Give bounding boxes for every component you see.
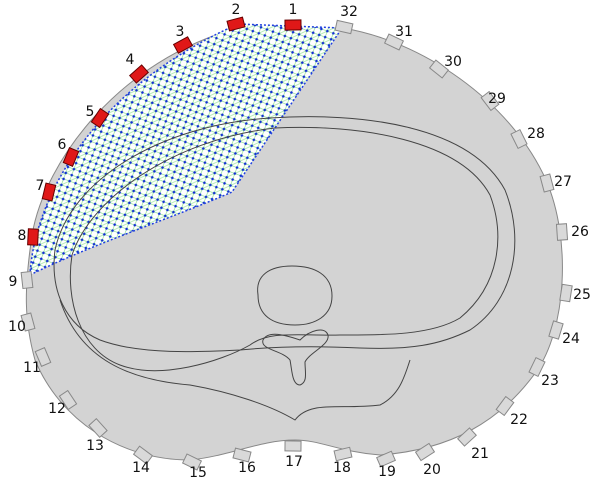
electrode-label: 14 <box>132 460 150 476</box>
electrode-label: 18 <box>333 460 351 476</box>
electrode-label: 24 <box>562 331 580 347</box>
electrode-label: 2 <box>232 2 241 18</box>
electrode-label: 30 <box>444 54 462 70</box>
electrode-label: 7 <box>36 178 45 194</box>
electrode-label: 29 <box>488 91 506 107</box>
electrode-label: 5 <box>86 104 95 120</box>
electrode-label: 20 <box>423 462 441 478</box>
electrode-label: 15 <box>189 465 207 481</box>
electrode-label: 23 <box>541 373 559 389</box>
diagram: 1234567891011121314151617181920212223242… <box>0 0 590 485</box>
electrode-label: 12 <box>48 401 66 417</box>
electrode-label: 26 <box>571 224 589 240</box>
electrode-label: 6 <box>58 137 67 153</box>
electrode <box>334 447 352 460</box>
electrode-label: 32 <box>340 4 358 20</box>
electrode-label: 27 <box>554 174 572 190</box>
electrode-label: 16 <box>238 460 256 476</box>
electrode <box>560 284 572 301</box>
electrode-label: 13 <box>86 438 104 454</box>
electrode-label: 28 <box>527 126 545 142</box>
electrode-label: 31 <box>395 24 413 40</box>
electrode-label: 11 <box>23 360 41 376</box>
electrode <box>285 441 301 451</box>
electrode-label: 19 <box>378 464 396 480</box>
electrode-label: 8 <box>18 228 27 244</box>
electrode-label: 22 <box>510 412 528 428</box>
electrode <box>21 271 33 288</box>
electrode-label: 25 <box>573 287 590 303</box>
electrode <box>556 224 567 241</box>
electrode-label: 21 <box>471 446 489 462</box>
electrode-label: 17 <box>285 454 303 470</box>
electrode <box>28 229 39 245</box>
electrode <box>285 20 301 30</box>
electrode-label: 10 <box>8 319 26 335</box>
electrode-label: 1 <box>289 2 298 18</box>
electrode-label: 9 <box>9 274 18 290</box>
electrode-label: 3 <box>176 24 185 40</box>
electrode-label: 4 <box>126 52 135 68</box>
